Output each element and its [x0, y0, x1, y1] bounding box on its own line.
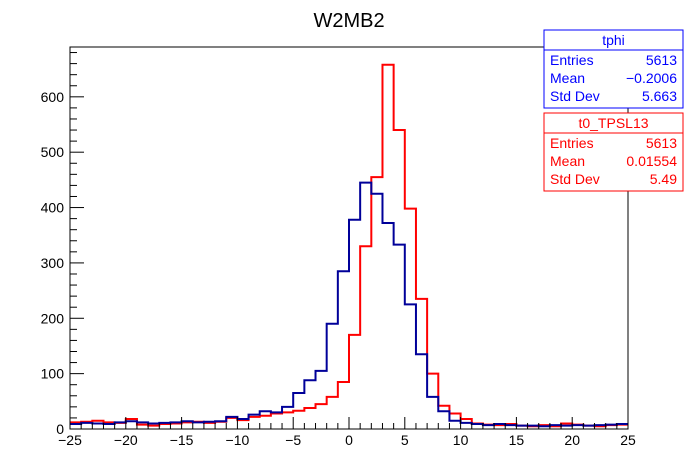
x-tick-label: 15 — [509, 432, 525, 448]
x-tick-label: 10 — [453, 432, 469, 448]
x-tick-label: 20 — [564, 432, 580, 448]
x-tick-label: 25 — [620, 432, 636, 448]
stats-row-label: Std Dev — [550, 88, 600, 104]
x-tick-label: 0 — [345, 432, 353, 448]
stats-box-title: t0_TPSL13 — [578, 115, 648, 131]
stats-row-label: Mean — [550, 153, 585, 169]
stats-box-t0_TPSL13 — [543, 112, 684, 192]
y-tick-label: 100 — [41, 366, 65, 382]
y-tick-label: 300 — [41, 255, 65, 271]
chart-title: W2MB2 — [313, 10, 384, 32]
x-tick-label: −15 — [170, 432, 194, 448]
stats-row-value: 5.663 — [642, 88, 677, 104]
y-tick-label: 600 — [41, 89, 65, 105]
stats-row-label: Mean — [550, 70, 585, 86]
series-line-tphi — [70, 181, 628, 428]
y-tick-label: 400 — [41, 200, 65, 216]
x-tick-label: 5 — [401, 432, 409, 448]
stats-row-value: 5.49 — [650, 171, 677, 187]
x-tick-label: −5 — [285, 432, 301, 448]
stats-row-value: 0.01554 — [626, 153, 677, 169]
histogram-series-layer — [70, 63, 628, 428]
axes: −25 −20 −15 −10 −5 0 5 10 15 20 25 0 100 200 300 400 500… — [41, 52, 636, 448]
stats-box-tphi — [543, 29, 684, 109]
stats-row-label: Std Dev — [550, 171, 600, 187]
x-tick-label: −25 — [58, 432, 82, 448]
stats-row-label: Entries — [550, 135, 594, 151]
y-tick-label: 0 — [56, 421, 64, 437]
stats-row-value: 5613 — [646, 52, 677, 68]
x-tick-label: −10 — [226, 432, 250, 448]
y-tick-label: 500 — [41, 144, 65, 160]
stats-row-value: −0.2006 — [626, 70, 677, 86]
y-tick-label: 200 — [41, 310, 65, 326]
stats-row-value: 5613 — [646, 135, 677, 151]
x-tick-label: −20 — [114, 432, 138, 448]
stats-box-title: tphi — [602, 32, 625, 48]
stats-boxes: tphi Entries 5613 Mean −0.2006 Std Dev 5.663 t0… — [543, 29, 684, 192]
stats-row-label: Entries — [550, 52, 594, 68]
